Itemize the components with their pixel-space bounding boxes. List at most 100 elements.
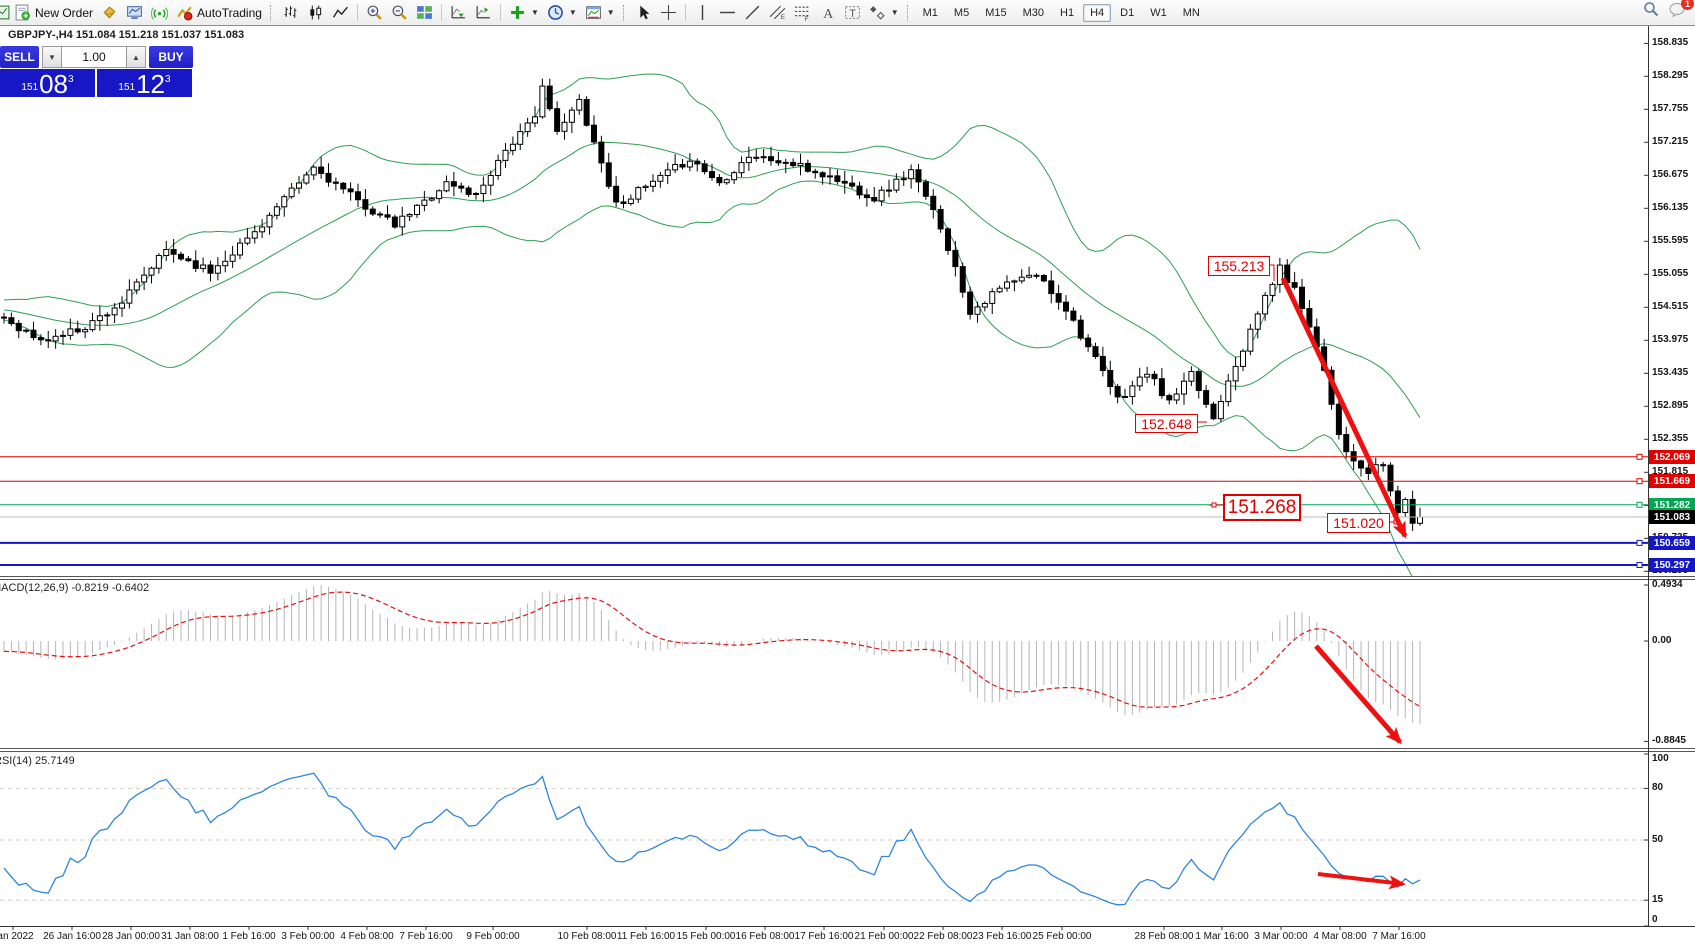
candle-body	[414, 204, 420, 216]
timeframe-button-M1[interactable]: M1	[922, 6, 938, 19]
candle-body	[1188, 371, 1195, 382]
periods-button[interactable]: ▼	[543, 2, 581, 24]
volume-decrease-button[interactable]: ▼	[42, 46, 62, 68]
terminal-button[interactable]	[122, 2, 147, 24]
line-chart-button[interactable]	[328, 2, 353, 24]
candle-body	[362, 199, 369, 210]
candle-body	[487, 175, 494, 186]
timeframe-button-D1[interactable]: D1	[1120, 6, 1135, 19]
timeframe-button-M30[interactable]: M30	[1022, 6, 1045, 19]
templates-button[interactable]: ▼	[581, 2, 619, 24]
autotrading-button[interactable]: AutoTrading	[172, 2, 266, 24]
trend-arrow[interactable]	[1314, 644, 1402, 745]
fibonacci-icon: F	[794, 4, 811, 23]
line-handle[interactable]	[1636, 501, 1643, 508]
chart-shift-button[interactable]	[471, 2, 496, 24]
candle-body	[1380, 464, 1387, 467]
trend-arrow[interactable]	[1317, 872, 1406, 890]
new-order-button[interactable]: New Order	[10, 2, 97, 24]
candle-body	[1129, 385, 1136, 397]
line-handle[interactable]	[1636, 562, 1643, 568]
volume-input[interactable]	[62, 46, 126, 68]
candle-body	[45, 339, 52, 342]
candle-body	[1181, 380, 1187, 395]
arrows-tool[interactable]: ▼	[865, 2, 903, 24]
candle-body	[1394, 490, 1401, 514]
svg-text:F: F	[804, 16, 808, 21]
bar-chart-button[interactable]	[278, 2, 303, 24]
candle-body	[922, 181, 929, 197]
timeframe-button-H4[interactable]: H4	[1083, 3, 1112, 22]
fibonacci-tool[interactable]: F	[790, 2, 815, 24]
sell-price-main: 08	[39, 69, 69, 99]
indicator-line	[3, 591, 1421, 708]
candle-body	[82, 329, 89, 333]
candle-body	[1365, 467, 1372, 474]
signals-button[interactable]	[147, 2, 172, 24]
volume-increase-button[interactable]: ▲	[126, 46, 146, 68]
timeframe-button-MN[interactable]: MN	[1182, 6, 1200, 19]
cursor-tool-button[interactable]	[631, 2, 656, 24]
svg-text:T: T	[849, 8, 856, 20]
candlestick-chart-button[interactable]	[303, 2, 328, 24]
candle-body	[1210, 403, 1217, 420]
candle-body	[266, 214, 273, 228]
candle-body	[694, 160, 701, 165]
candle-body	[1203, 390, 1210, 405]
vertical-line-tool[interactable]	[690, 2, 715, 24]
annotation-handle[interactable]	[1211, 502, 1217, 508]
buy-price-display[interactable]: 151 12 3	[97, 69, 192, 97]
candle-body	[871, 197, 878, 202]
candle-body	[1048, 280, 1055, 295]
tile-windows-button[interactable]	[412, 2, 437, 24]
text-tool[interactable]: A	[815, 2, 840, 24]
autotrading-icon	[176, 4, 193, 21]
candle-body	[568, 109, 575, 123]
indicators-button[interactable]: ▼	[505, 2, 543, 24]
horizontal-line-tool[interactable]	[715, 2, 740, 24]
candle-body	[701, 163, 708, 173]
auto-scroll-button[interactable]	[446, 2, 471, 24]
timeframe-button-W1[interactable]: W1	[1150, 6, 1167, 19]
trend-arrow[interactable]	[1280, 276, 1408, 539]
zoom-out-button[interactable]	[387, 2, 412, 24]
candle-body	[760, 156, 767, 159]
candle-body	[959, 266, 966, 293]
crosshair-tool-button[interactable]	[656, 2, 681, 24]
candle-body	[355, 191, 361, 201]
candle-body	[1026, 274, 1033, 278]
candle-body	[849, 182, 856, 187]
notifications-button[interactable]: 1	[1669, 0, 1694, 22]
candle-body	[1240, 350, 1246, 367]
channel-tool[interactable]: E	[765, 2, 790, 24]
line-handle[interactable]	[1636, 539, 1643, 546]
candle-body	[930, 195, 937, 211]
candle-body	[1, 316, 7, 319]
candle-body	[377, 213, 384, 216]
timeframe-button-H1[interactable]: H1	[1060, 6, 1075, 19]
candle-body	[89, 320, 96, 331]
candle-body	[369, 208, 376, 215]
line-handle[interactable]	[1636, 478, 1643, 485]
line-handle[interactable]	[1636, 453, 1643, 460]
search-icon[interactable]	[1643, 1, 1659, 22]
candle-body	[1232, 365, 1239, 382]
toolbar-grip	[906, 4, 911, 21]
candle-body	[539, 85, 546, 118]
candle-body	[399, 215, 406, 228]
arrows-shapes-icon	[869, 4, 886, 21]
timeframe-button-M5[interactable]: M5	[953, 6, 970, 19]
candle-body	[1144, 373, 1151, 378]
buy-button[interactable]: BUY	[149, 46, 193, 68]
zoom-in-button[interactable]	[362, 2, 387, 24]
buy-price-prefix: 151	[118, 82, 136, 93]
trendline-tool[interactable]	[740, 2, 765, 24]
text-label-tool[interactable]: T	[840, 2, 865, 24]
timeframe-button-M15[interactable]: M15	[985, 6, 1007, 19]
chart-window-icon[interactable]	[0, 4, 10, 21]
styles-button[interactable]	[97, 2, 122, 24]
candle-body	[716, 177, 723, 184]
sell-price-display[interactable]: 151 08 3	[0, 69, 95, 97]
sell-button[interactable]: SELL	[0, 46, 39, 68]
